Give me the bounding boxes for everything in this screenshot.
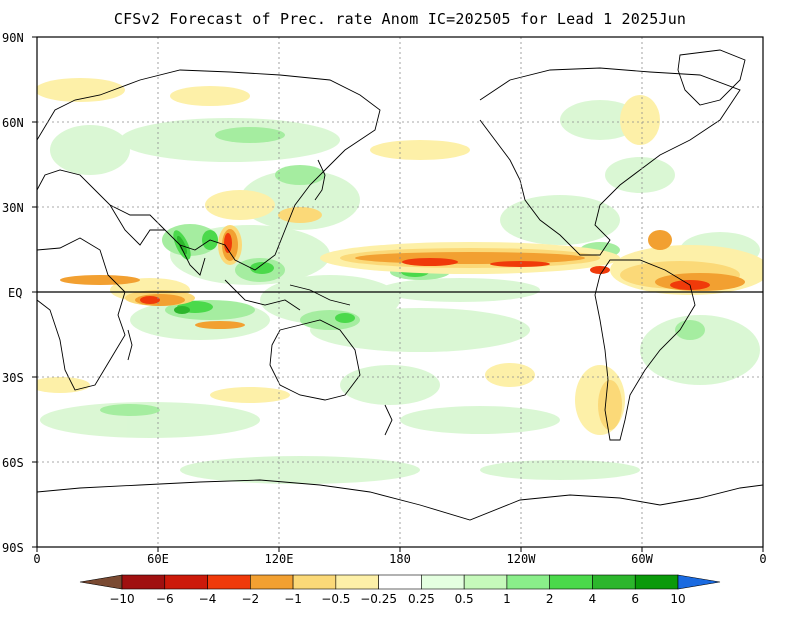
lon-label-120e: 120E	[264, 552, 294, 566]
colorbar-tick-label: −1	[284, 592, 302, 606]
lat-label-90s: 90S	[2, 541, 24, 555]
colorbar-swatch	[164, 574, 208, 590]
colorbar-tick-label: −0.25	[360, 592, 397, 606]
lon-label-0-east: 0	[759, 552, 767, 566]
colorbar-swatch	[592, 574, 636, 590]
colorbar-swatch	[549, 574, 593, 590]
colorbar-swatch	[207, 574, 251, 590]
colorbar-left-arrow	[79, 574, 123, 590]
colorbar	[79, 574, 721, 590]
colorbar-swatch	[292, 574, 337, 590]
colorbar-tick-label: 4	[588, 592, 597, 606]
colorbar-swatch	[634, 574, 679, 590]
colorbar-swatch	[463, 574, 508, 590]
lon-label-60w: 60W	[631, 552, 653, 566]
colorbar-tick-label: −0.5	[321, 592, 351, 606]
colorbar-tick-label: 6	[631, 592, 640, 606]
colorbar-tick-label: −10	[109, 592, 135, 606]
axis-ticks	[32, 36, 764, 552]
lon-label-60e: 60E	[147, 552, 169, 566]
colorbar-tick-label: 0.25	[408, 592, 435, 606]
colorbar-swatch	[250, 574, 294, 590]
colorbar-tick-label: 2	[545, 592, 554, 606]
colorbar-tick-label: 1	[503, 592, 511, 606]
lon-label-180: 180	[389, 552, 411, 566]
colorbar-tick-label: −2	[241, 592, 260, 606]
coastline-outlines	[37, 49, 763, 521]
colorbar-swatch	[121, 574, 166, 590]
colorbar-tick-label: 0.5	[454, 592, 474, 606]
colorbar-swatch	[506, 574, 550, 590]
colorbar-tick-label: 10	[670, 592, 686, 606]
colorbar-swatch	[335, 574, 379, 590]
map-title: CFSv2 Forecast of Prec. rate Anom IC=202…	[113, 10, 687, 28]
lat-label-90n: 90N	[2, 31, 24, 45]
colorbar-swatch	[421, 574, 465, 590]
colorbar-swatch	[378, 574, 422, 590]
lat-label-30n: 30N	[2, 201, 24, 215]
colorbar-tick-label: −4	[198, 592, 217, 606]
lon-label-120w: 120W	[506, 552, 536, 566]
lon-label-0: 0	[33, 552, 41, 566]
lat-label-30s: 30S	[2, 371, 24, 385]
colorbar-right-arrow	[677, 574, 721, 590]
lat-label-60n: 60N	[2, 116, 24, 130]
colorbar-tick-label: −6	[155, 592, 174, 606]
lat-label-eq: EQ	[8, 286, 23, 300]
lat-label-60s: 60S	[2, 456, 24, 470]
